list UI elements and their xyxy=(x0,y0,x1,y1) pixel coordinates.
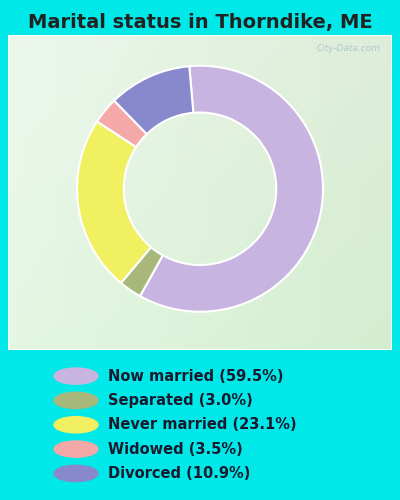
Wedge shape xyxy=(114,66,193,134)
Text: Widowed (3.5%): Widowed (3.5%) xyxy=(108,442,243,456)
Circle shape xyxy=(54,416,98,433)
Wedge shape xyxy=(121,247,163,296)
Wedge shape xyxy=(97,100,147,147)
Wedge shape xyxy=(77,122,151,283)
Text: Never married (23.1%): Never married (23.1%) xyxy=(108,418,297,432)
Circle shape xyxy=(54,368,98,384)
Text: Divorced (10.9%): Divorced (10.9%) xyxy=(108,466,250,481)
Text: City-Data.com: City-Data.com xyxy=(316,44,380,54)
Text: Separated (3.0%): Separated (3.0%) xyxy=(108,393,253,408)
Text: Marital status in Thorndike, ME: Marital status in Thorndike, ME xyxy=(28,13,372,32)
Circle shape xyxy=(54,466,98,481)
Circle shape xyxy=(54,392,98,408)
Wedge shape xyxy=(140,66,323,312)
Text: Now married (59.5%): Now married (59.5%) xyxy=(108,368,284,384)
Circle shape xyxy=(54,441,98,457)
